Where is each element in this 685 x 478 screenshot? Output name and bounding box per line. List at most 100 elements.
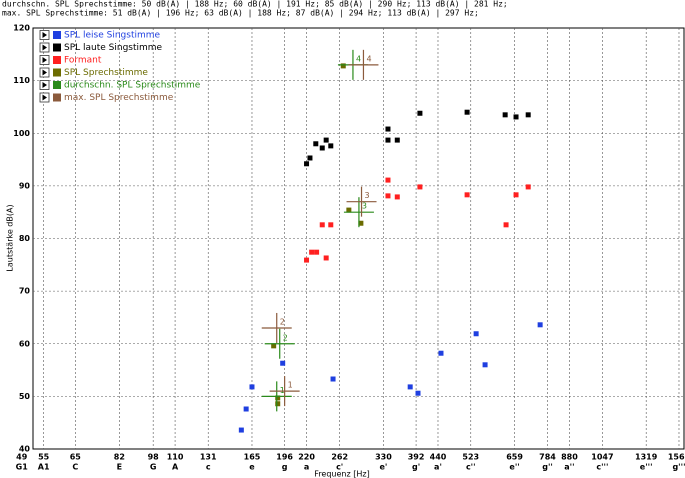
point xyxy=(438,350,444,356)
header-line: durchschn. SPL Sprechstimme: 50 dB(A) | … xyxy=(2,0,508,9)
header-line: max. SPL Sprechstimme: 51 dB(A) | 196 Hz… xyxy=(2,9,479,18)
point xyxy=(513,192,519,198)
y-tick-label: 70 xyxy=(19,287,31,296)
point xyxy=(417,184,423,190)
point xyxy=(385,193,391,199)
note-label: e xyxy=(249,463,255,472)
note-label: a xyxy=(304,463,309,472)
legend-label: durchschn. SPL Sprechstimme xyxy=(64,81,201,91)
x-tick-label: 55 xyxy=(38,453,50,462)
legend-swatch xyxy=(53,68,61,77)
legend-label: SPL leise Singstimme xyxy=(64,31,161,41)
note-label: G xyxy=(150,463,157,472)
point xyxy=(304,257,310,263)
x-tick-label: 784 xyxy=(539,453,556,462)
legend-swatch xyxy=(53,93,61,102)
point xyxy=(482,362,488,368)
note-label: e' xyxy=(379,463,387,472)
x-tick-label: 440 xyxy=(430,453,447,462)
y-tick-label: 80 xyxy=(19,234,31,243)
cross-marker xyxy=(348,49,379,80)
cross-label: 2 xyxy=(280,317,285,326)
point xyxy=(309,249,315,255)
cross-marker xyxy=(269,376,300,407)
cross-label: 2 xyxy=(283,333,288,342)
point xyxy=(525,184,531,190)
cross-label: 1 xyxy=(280,386,285,395)
point xyxy=(340,63,346,69)
cross-label: 1 xyxy=(288,381,293,390)
note-label: g'' xyxy=(542,463,553,472)
point xyxy=(275,395,281,401)
x-tick-label: 165 xyxy=(244,453,261,462)
point xyxy=(464,192,470,198)
point xyxy=(330,376,336,382)
point xyxy=(313,141,319,147)
legend-toggle-icon xyxy=(42,57,47,63)
point xyxy=(280,360,286,366)
x-tick-label: 1047 xyxy=(591,453,613,462)
note-label: e''' xyxy=(640,463,653,472)
note-label: c' xyxy=(336,463,343,472)
x-tick-label: 196 xyxy=(276,453,293,462)
note-label: E xyxy=(117,463,122,472)
cross-marker xyxy=(264,328,295,359)
point xyxy=(307,155,313,161)
cross-marker xyxy=(261,381,292,412)
note-label: c'' xyxy=(466,463,476,472)
legend-toggle-icon xyxy=(42,69,47,76)
cross-label: 3 xyxy=(362,202,367,211)
cross-marker xyxy=(261,312,292,343)
point xyxy=(238,427,244,433)
x-tick-label: 65 xyxy=(70,453,82,462)
legend-swatch xyxy=(53,43,61,52)
x-tick-label: 262 xyxy=(331,453,348,462)
note-label: c xyxy=(206,463,211,472)
x-tick-label: 1319 xyxy=(635,453,658,462)
note-label: e'' xyxy=(509,463,519,472)
point xyxy=(275,401,281,407)
legend-label: max. SPL Sprechstimme xyxy=(64,93,174,103)
y-tick-label: 60 xyxy=(19,339,31,348)
note-label: a' xyxy=(434,463,442,472)
x-tick-label: 110 xyxy=(167,453,184,462)
point xyxy=(358,220,364,226)
y-tick-label: 100 xyxy=(13,129,30,138)
point xyxy=(537,322,543,328)
point xyxy=(314,249,320,255)
y-tick-label: 110 xyxy=(13,76,30,85)
x-axis-label: Frequenz [Hz] xyxy=(314,470,369,478)
legend-swatch xyxy=(53,81,61,89)
note-label: g''' xyxy=(672,463,685,472)
y-tick-label: 40 xyxy=(19,445,31,454)
x-tick-label: 880 xyxy=(561,453,578,462)
x-tick-label: 330 xyxy=(375,453,392,462)
legend-label: SPL Sprechstimme xyxy=(64,68,148,78)
point xyxy=(415,390,421,396)
y-tick-label: 90 xyxy=(19,181,31,190)
point xyxy=(385,137,391,143)
point xyxy=(346,207,352,213)
legend-toggle-icon xyxy=(42,32,47,38)
point xyxy=(503,222,509,228)
x-tick-label: 82 xyxy=(114,453,125,462)
point xyxy=(407,384,413,390)
point xyxy=(323,255,329,261)
note-label: A xyxy=(172,463,179,472)
note-label: G1 xyxy=(16,463,29,472)
note-label: A1 xyxy=(38,463,50,472)
y-axis-label: Lautstärke dB(A) xyxy=(6,204,15,271)
legend-label: SPL laute Singstimme xyxy=(64,43,163,53)
y-tick-label: 50 xyxy=(19,392,31,401)
point xyxy=(394,137,400,143)
note-label: c''' xyxy=(596,463,608,472)
legend-toggle-icon xyxy=(42,82,47,88)
legend-toggle-icon xyxy=(42,44,47,51)
point xyxy=(319,145,325,151)
x-tick-label: 220 xyxy=(298,453,315,462)
point xyxy=(271,343,277,349)
point xyxy=(319,222,325,228)
x-tick-label: 523 xyxy=(462,453,479,462)
note-label: g' xyxy=(412,463,420,472)
